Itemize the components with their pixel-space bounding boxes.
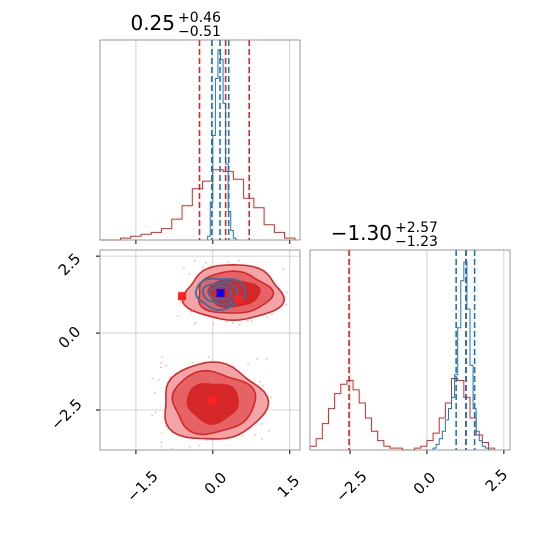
scatter-point: [151, 377, 154, 380]
scatter-point: [282, 268, 285, 271]
scatter-point: [207, 356, 210, 358]
scatter-point: [205, 261, 207, 264]
red-marker: [234, 295, 243, 304]
scatter-point: [170, 447, 173, 450]
scatter-point: [160, 445, 163, 448]
scatter-point: [176, 315, 179, 317]
red-marker: [178, 292, 187, 301]
histogram-series: [309, 378, 496, 451]
histogram-series: [207, 49, 239, 241]
blue-contour: [201, 281, 239, 306]
scatter-point: [231, 321, 234, 324]
scatter-point: [250, 320, 253, 323]
scatter-point: [157, 379, 160, 381]
xtick-label: −2.5: [332, 467, 370, 505]
scatter-point: [225, 320, 228, 323]
scatter-point: [258, 380, 261, 383]
scatter-point: [209, 265, 212, 267]
title-param2: −1.30 +2.57 −1.23: [331, 220, 438, 250]
scatter-point: [201, 266, 204, 269]
scatter-point: [261, 384, 264, 387]
panel1-frame: [99, 39, 301, 241]
scatter-point: [256, 358, 258, 360]
scatter-point: [188, 272, 191, 275]
ytick-label: −2.5: [47, 395, 85, 433]
scatter-point: [182, 266, 185, 269]
scatter-point: [246, 319, 249, 322]
xtick-label: 2.5: [482, 466, 512, 496]
scatter-point: [254, 434, 256, 436]
scatter-point: [247, 363, 250, 365]
scatter-point: [270, 396, 272, 399]
scatter-point: [227, 261, 230, 263]
ytick-labels-joint: 2.5 0.0 −2.5: [47, 250, 85, 434]
scatter-point: [180, 300, 182, 303]
scatter-point: [161, 356, 164, 358]
scatter-point: [271, 313, 273, 316]
xtick-label: −1.5: [123, 467, 161, 505]
scatter-point: [160, 362, 162, 364]
scatter-point: [189, 445, 191, 448]
scatter-point: [238, 323, 241, 326]
title-param2-main: −1.30: [331, 221, 392, 245]
title-param2-sup: +2.57: [395, 220, 438, 236]
scatter-point: [212, 323, 215, 326]
scatter-point: [260, 423, 263, 425]
xtick-label: 0.0: [201, 469, 231, 499]
title-param1-sub: −0.51: [178, 24, 221, 40]
panel-marginal-param1: [99, 39, 301, 244]
scatter-point: [191, 361, 194, 364]
scatter-point: [261, 437, 263, 440]
scatter-point: [160, 432, 163, 435]
ytick-label: 0.0: [55, 323, 85, 353]
ytick-label: 2.5: [55, 250, 85, 280]
histogram-series: [100, 169, 296, 241]
scatter-point: [237, 259, 240, 262]
title-param1-sup: +0.46: [178, 10, 221, 26]
xtick-label: 1.5: [274, 472, 304, 502]
panel3-frame: [99, 249, 301, 451]
xtick-labels-param1: −1.5 0.0 1.5: [123, 467, 303, 505]
scatter-point: [198, 444, 201, 447]
scatter-point: [193, 322, 196, 325]
scatter-point: [193, 259, 196, 262]
panel2-frame: [309, 249, 511, 451]
xtick-labels-param2: −2.5 0.0 2.5: [332, 466, 511, 506]
scatter-point: [241, 435, 244, 438]
scatter-point: [165, 364, 167, 367]
scatter-point: [266, 316, 269, 319]
histogram-series: [432, 261, 492, 451]
xtick-label: 0.0: [410, 469, 440, 499]
title-param1-main: 0.25: [130, 11, 175, 35]
panel-marginal-param2: [309, 249, 511, 454]
title-param2-sub: −1.23: [395, 234, 438, 250]
blue-contour: [207, 284, 232, 301]
scatter-point: [189, 310, 192, 313]
blue-marker: [216, 289, 225, 298]
blue-contour: [194, 277, 247, 311]
scatter-point: [169, 376, 172, 379]
scatter-point: [154, 392, 156, 394]
panel-joint: [96, 249, 301, 454]
scatter-point: [265, 358, 268, 360]
scatter-point: [164, 425, 167, 427]
scatter-point: [286, 291, 288, 294]
scatter-point: [160, 441, 163, 444]
scatter-point: [268, 430, 270, 432]
scatter-point: [151, 414, 154, 417]
red-marker: [208, 396, 217, 405]
scatter-point: [285, 303, 288, 306]
title-param1: 0.25 +0.46 −0.51: [130, 10, 221, 40]
scatter-point: [160, 366, 162, 369]
scatter-point: [205, 439, 208, 442]
scatter-point: [154, 411, 157, 414]
